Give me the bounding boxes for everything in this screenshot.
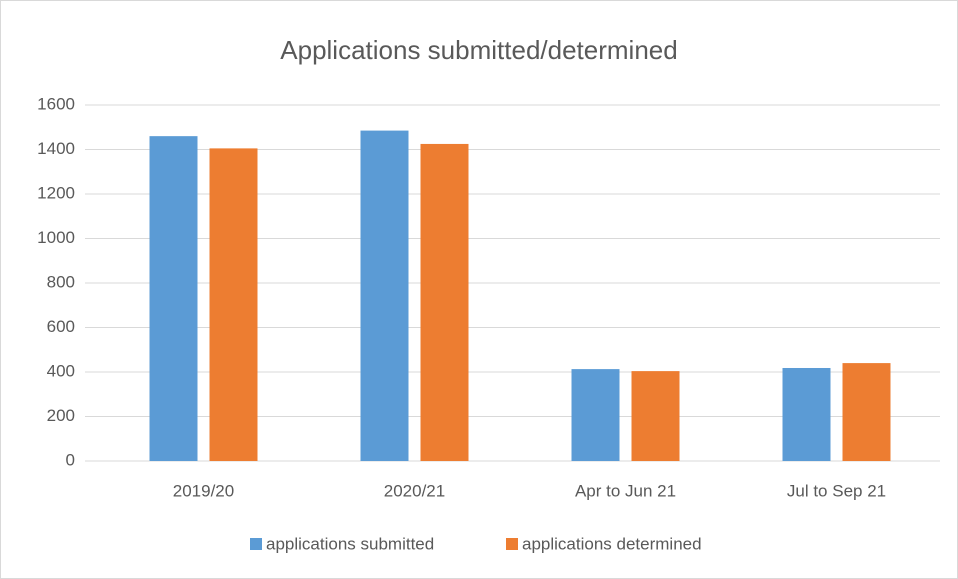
- legend-label: applications submitted: [266, 534, 434, 553]
- y-tick-label: 200: [47, 406, 75, 425]
- legend-swatch: [250, 538, 262, 550]
- y-tick-label: 1400: [37, 139, 75, 158]
- y-tick-label: 0: [66, 450, 75, 469]
- bar: [842, 363, 891, 461]
- y-tick-label: 800: [47, 272, 75, 291]
- bar: [360, 130, 409, 461]
- y-tick-label: 1000: [37, 228, 75, 247]
- y-tick-label: 1200: [37, 183, 75, 202]
- x-tick-label: Jul to Sep 21: [787, 481, 886, 500]
- y-tick-label: 600: [47, 317, 75, 336]
- bar: [149, 136, 198, 461]
- y-tick-label: 1600: [37, 94, 75, 113]
- y-tick-label: 400: [47, 361, 75, 380]
- bar: [420, 143, 469, 461]
- bar: [782, 367, 831, 461]
- x-tick-label: Apr to Jun 21: [575, 481, 676, 500]
- x-tick-label: 2020/21: [384, 481, 445, 500]
- bar: [571, 369, 620, 461]
- chart-title: Applications submitted/determined: [280, 35, 677, 65]
- x-tick-label: 2019/20: [173, 481, 234, 500]
- bar: [209, 148, 258, 461]
- bar: [631, 371, 680, 461]
- legend-swatch: [506, 538, 518, 550]
- legend-label: applications determined: [522, 534, 702, 553]
